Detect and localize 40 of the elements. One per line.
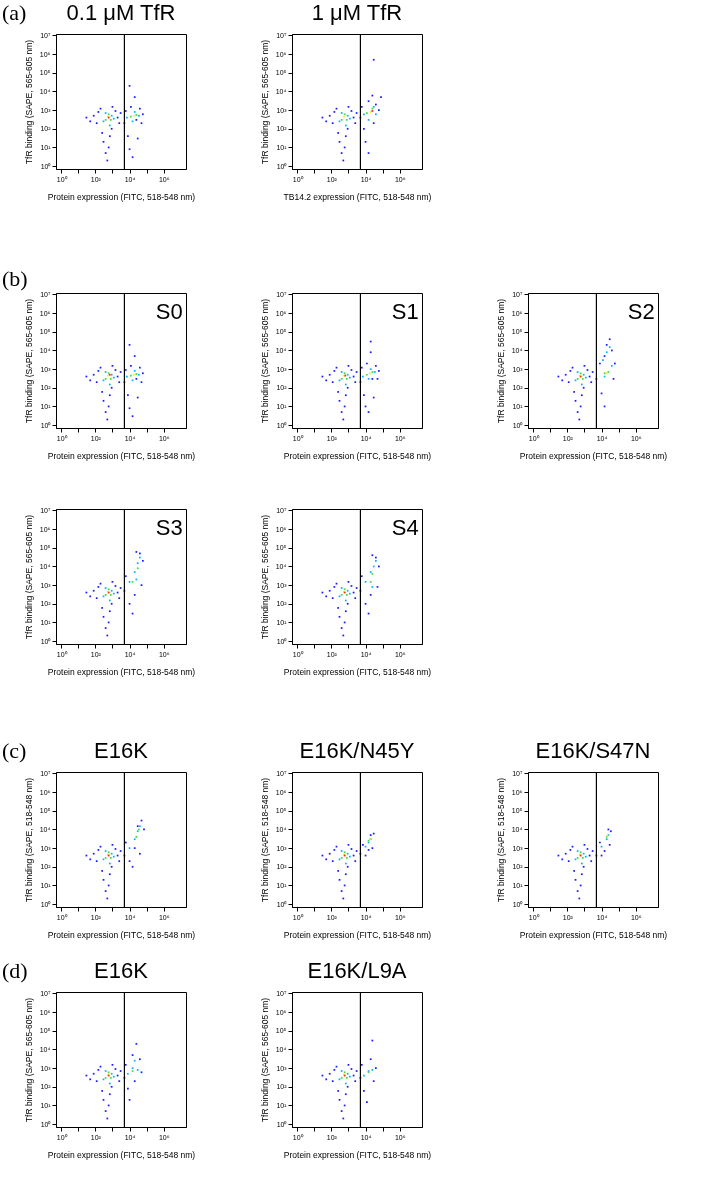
y-axis-title: TfR binding (SAPE, 565-605 nm)	[23, 514, 34, 640]
y-axis-title: TfR binding (SAPE, 565-605 nm)	[259, 298, 270, 424]
x-axis-title: Protein expression (FITC, 518-548 nm)	[47, 929, 196, 940]
chart-title: E16K/S47N	[535, 738, 651, 764]
y-axis-title: TfR binding (SAPE, 518-548 nm)	[495, 777, 506, 903]
chart-title: S3	[155, 515, 183, 541]
chart-title: 1 μM TfR	[311, 0, 403, 26]
x-axis-title: Protein expression (FITC, 518-548 nm)	[283, 666, 432, 677]
y-axis-title: TfR binding (SAPE, 565-605 nm)	[259, 39, 270, 165]
text: (c)	[2, 738, 27, 764]
y-axis-title: TfR binding (SAPE, 565-605 nm)	[23, 997, 34, 1123]
chart-title: 0.1 μM TfR	[66, 0, 176, 26]
text: (b)	[2, 266, 28, 292]
chart-title: E16K	[94, 958, 149, 984]
y-axis-title: TfR binding (SAPE, 565-605 nm)	[23, 39, 34, 165]
text: (d)	[2, 958, 28, 984]
chart-title: S0	[155, 299, 183, 325]
x-axis-title: Protein expression (FITC, 518-548 nm)	[519, 450, 668, 461]
x-axis-title: Protein expression (FITC, 518-548 nm)	[47, 450, 196, 461]
x-axis-title: Protein expression (FITC, 518-548 nm)	[47, 666, 196, 677]
chart-title: E16K	[94, 738, 149, 764]
x-axis-title: Protein expression (FITC, 518-548 nm)	[47, 1149, 196, 1160]
x-axis-title: Protein expression (FITC, 518-548 nm)	[283, 1149, 432, 1160]
x-axis-title: TB14.2 expression (FITC, 518-548 nm)	[283, 191, 432, 202]
chart-title: E16K/N45Y	[299, 738, 415, 764]
y-axis-title: TfR binding (SAPE, 565-605 nm)	[259, 997, 270, 1123]
y-axis-title: TfR binding (SAPE, 518-548 nm)	[23, 777, 34, 903]
chart-title: S1	[391, 299, 419, 325]
x-axis-title: Protein expression (FITC, 518-548 nm)	[283, 450, 432, 461]
y-axis-title: TfR binding (SAPE, 565-605 nm)	[259, 514, 270, 640]
y-axis-title: TfR binding (SAPE, 565-605 nm)	[495, 298, 506, 424]
x-axis-title: Protein expression (FITC, 518-548 nm)	[519, 929, 668, 940]
chart-title: E16K/L9A	[307, 958, 407, 984]
chart-title: S4	[391, 515, 419, 541]
text: (a)	[2, 0, 27, 26]
y-axis-title: TfR binding (SAPE, 565-605 nm)	[23, 298, 34, 424]
x-axis-title: Protein expression (FITC, 518-548 nm)	[47, 191, 196, 202]
y-axis-title: TfR binding (SAPE, 518-548 nm)	[259, 777, 270, 903]
chart-title: S2	[627, 299, 655, 325]
x-axis-title: Protein expression (FITC, 518-548 nm)	[283, 929, 432, 940]
